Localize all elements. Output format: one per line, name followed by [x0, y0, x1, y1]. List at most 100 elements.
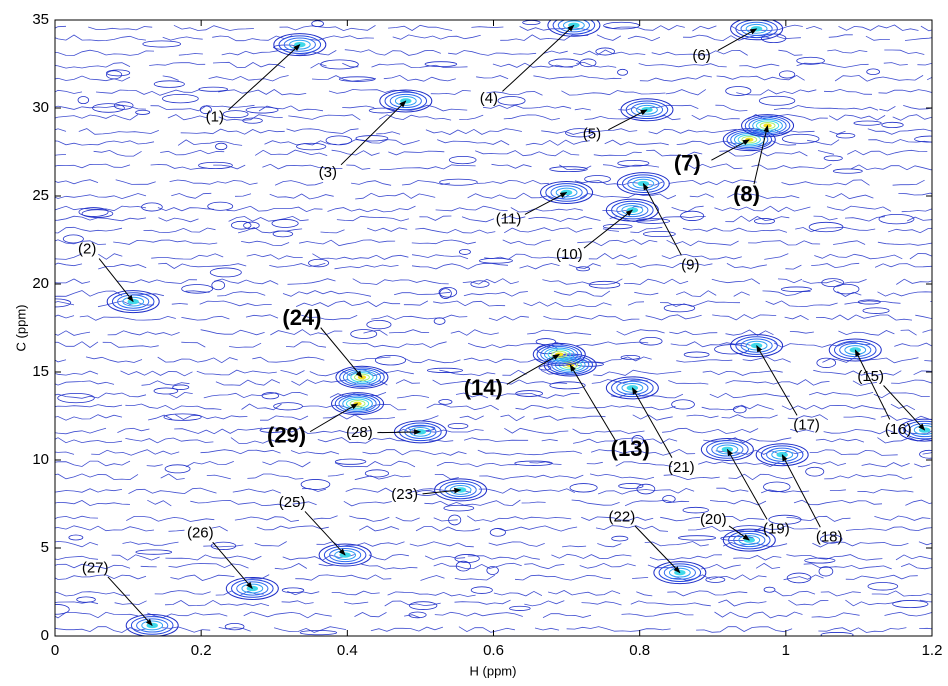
peak-contour — [106, 290, 160, 314]
noise-contour — [55, 113, 932, 121]
peak-contour — [335, 365, 389, 389]
peak-contour — [323, 545, 367, 565]
peak-contour — [231, 579, 274, 598]
peak-contour — [543, 347, 575, 362]
noise-blob — [181, 284, 213, 294]
noise-blob — [636, 483, 656, 495]
annotation-arrow — [506, 353, 560, 385]
noise-blob — [355, 135, 389, 142]
noise-blob — [853, 120, 882, 126]
noise-blob — [470, 280, 490, 288]
noise-contour — [55, 192, 932, 200]
annotation-arrow — [728, 525, 750, 541]
noise-contour — [55, 448, 932, 456]
noise-blob — [458, 248, 471, 255]
noise-blob — [725, 86, 752, 96]
noise-blob — [620, 354, 641, 360]
noise-blob — [447, 423, 469, 430]
peak-contour — [540, 346, 579, 363]
noise-blob — [62, 234, 84, 244]
peak-contour — [334, 393, 381, 414]
peak-contour — [568, 22, 580, 28]
noise-blob — [786, 572, 812, 584]
noise-blob — [497, 96, 526, 106]
annotation-label: (9) — [681, 257, 699, 274]
noise-blob — [199, 105, 212, 115]
noise-blob — [68, 534, 84, 541]
peak-contour — [338, 395, 377, 413]
noise-blob — [780, 286, 812, 292]
noise-blob — [881, 121, 904, 129]
noise-blob — [867, 582, 899, 591]
noise-blob — [758, 95, 796, 106]
annotation-label: (13) — [611, 436, 650, 461]
peak-contour — [760, 445, 804, 465]
noise-blob — [603, 21, 640, 30]
noise-blob — [538, 365, 552, 371]
noise-blob — [595, 47, 615, 56]
noise-contour — [55, 61, 932, 69]
annotation-arrow — [212, 541, 253, 590]
annotation-label: (1) — [206, 109, 224, 126]
noise-blob — [300, 479, 331, 490]
y-tick-label: 5 — [41, 539, 49, 556]
peak-contour — [125, 613, 179, 636]
peak-contour — [833, 340, 877, 360]
noise-blob — [569, 483, 598, 493]
peak-contour — [730, 131, 769, 149]
noise-blob — [892, 600, 929, 609]
noise-blob — [682, 506, 709, 514]
x-tick-label: 0.6 — [483, 642, 504, 659]
noise-blob — [426, 367, 464, 373]
noise-contour — [55, 356, 932, 364]
peak — [620, 98, 674, 122]
noise-blob — [796, 56, 825, 65]
noise-blob — [57, 392, 95, 404]
peak-contour — [741, 114, 795, 138]
x-tick-label: 0.2 — [191, 642, 212, 659]
annotation-label: (2) — [78, 241, 96, 258]
noise-blob — [549, 381, 586, 390]
noise-blob — [820, 534, 843, 544]
noise-blob — [211, 280, 226, 291]
peak-contour — [653, 561, 707, 585]
y-tick-label: 35 — [32, 11, 49, 28]
peak-contour — [434, 478, 488, 502]
peak-contour — [329, 547, 362, 563]
x-tick-label: 1 — [782, 642, 790, 659]
annotation-label: (28) — [346, 424, 373, 441]
noise-blob — [579, 58, 597, 68]
peak-contour — [722, 528, 776, 552]
noise-contour — [55, 290, 932, 297]
peak-contour — [532, 342, 586, 366]
plot-area — [55, 20, 932, 636]
noise-blob — [549, 166, 588, 173]
noise-blob — [224, 622, 245, 631]
noise-contour — [55, 34, 932, 42]
annotation-label: (25) — [279, 494, 306, 511]
annotation-arrow — [631, 387, 673, 458]
annotation-label: (26) — [187, 524, 214, 541]
noise-blob — [77, 96, 90, 105]
noise-contour — [55, 179, 925, 186]
noise-blob — [805, 466, 825, 477]
noise-blob — [804, 557, 836, 564]
peak-contour — [735, 20, 778, 39]
peak-contour — [748, 117, 787, 134]
noise-contour — [55, 262, 932, 270]
annotation-arrow — [642, 183, 682, 256]
peak-contour — [449, 485, 472, 495]
peak-contour — [622, 174, 665, 193]
noise-blob — [919, 449, 932, 459]
peak-contour — [557, 20, 590, 33]
noise-blob — [230, 220, 252, 230]
peak-contour — [726, 129, 773, 150]
annotation-arrow — [883, 385, 926, 431]
noise-contour — [55, 473, 913, 481]
noise-blob — [311, 20, 324, 28]
noise-blob — [259, 427, 286, 433]
peak-contour — [342, 368, 382, 386]
noise-blob — [164, 464, 191, 474]
peak-contour — [735, 336, 778, 355]
y-tick-label: 25 — [32, 187, 49, 204]
